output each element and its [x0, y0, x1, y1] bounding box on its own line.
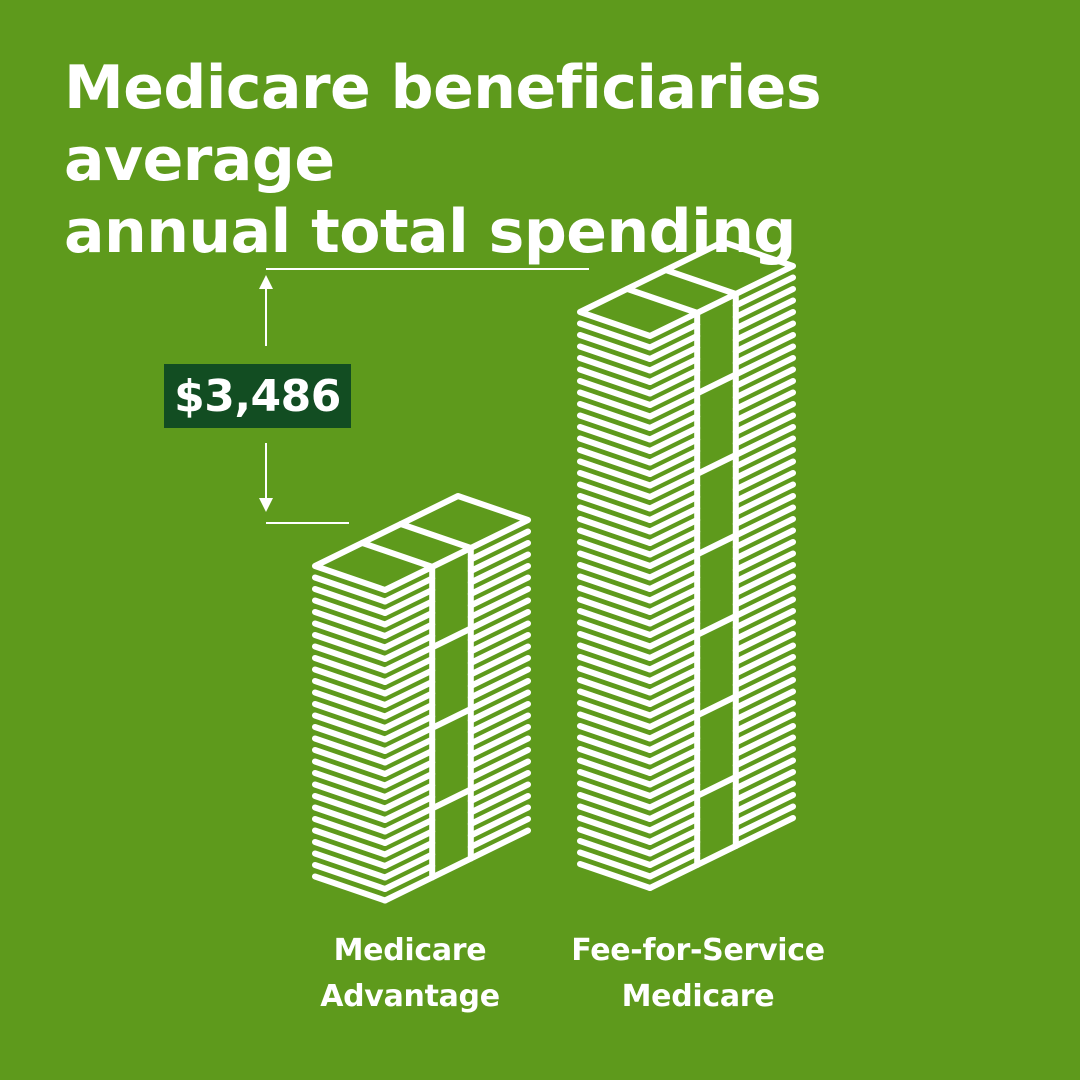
- title-line-2: annual total spending: [64, 197, 796, 267]
- money-stack-medicare-advantage: [312, 493, 531, 904]
- title-line-1: Medicare beneficiaries average: [64, 53, 822, 195]
- bar-label-fee-for-service: Fee-for-Service Medicare: [571, 933, 825, 1014]
- chart-title: Medicare beneficiaries average annual to…: [64, 52, 1044, 268]
- bar-label-medicare-advantage: Medicare Advantage: [320, 933, 500, 1014]
- money-stack-fee-for-service: [577, 239, 796, 891]
- difference-badge: $3,486: [164, 364, 351, 428]
- difference-bracket: [259, 268, 589, 524]
